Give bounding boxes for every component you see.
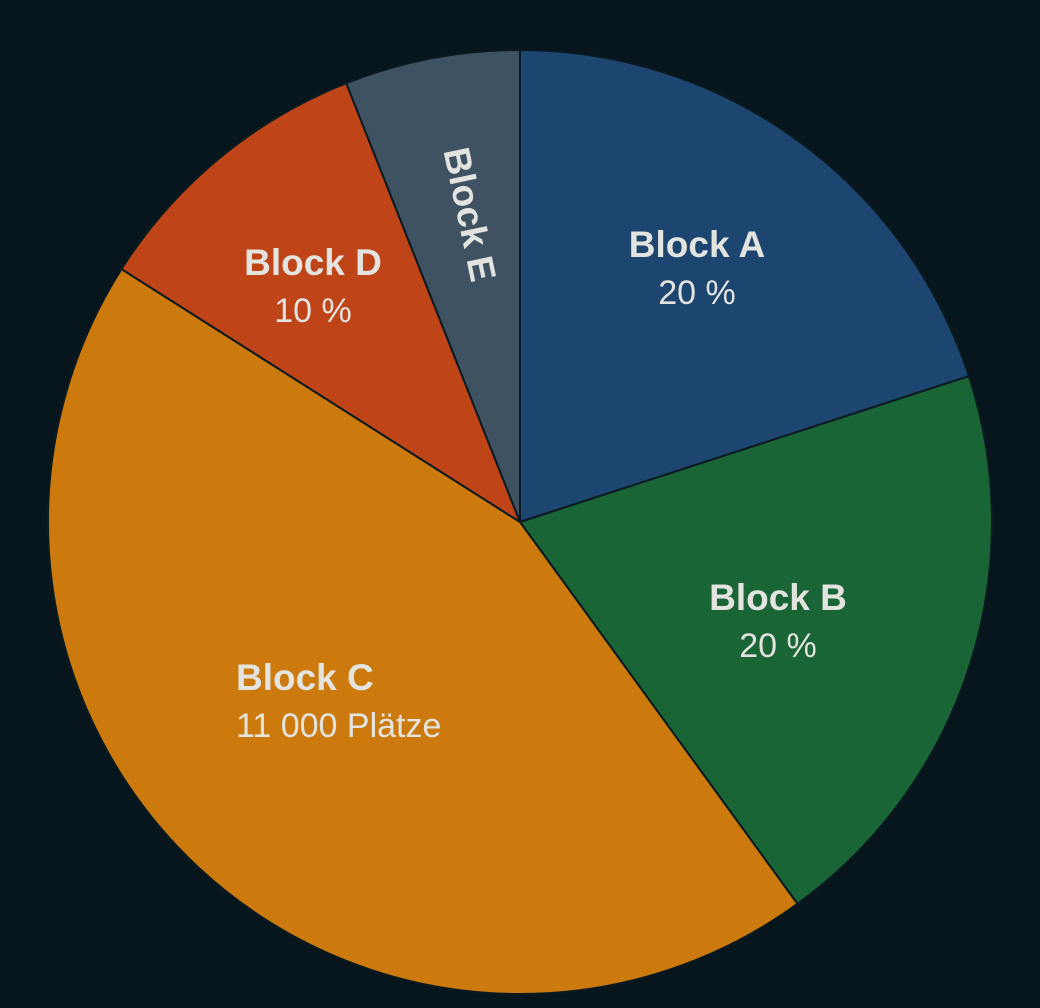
pie-slice xyxy=(120,81,523,525)
value-label: 20 % xyxy=(658,274,736,312)
slice-label: Block A xyxy=(629,224,765,265)
pie-slice xyxy=(344,48,521,523)
pie-slice xyxy=(47,267,799,995)
value-label: 11 000 Plätze xyxy=(236,707,441,745)
pie-slice xyxy=(518,374,993,906)
slice-label: Block B xyxy=(709,577,847,618)
pie-slice xyxy=(519,48,971,524)
slice-label: Block D xyxy=(244,242,382,283)
value-label: 20 % xyxy=(739,627,817,665)
value-label: 10 % xyxy=(274,292,352,330)
slice-label: Block C xyxy=(236,657,374,698)
